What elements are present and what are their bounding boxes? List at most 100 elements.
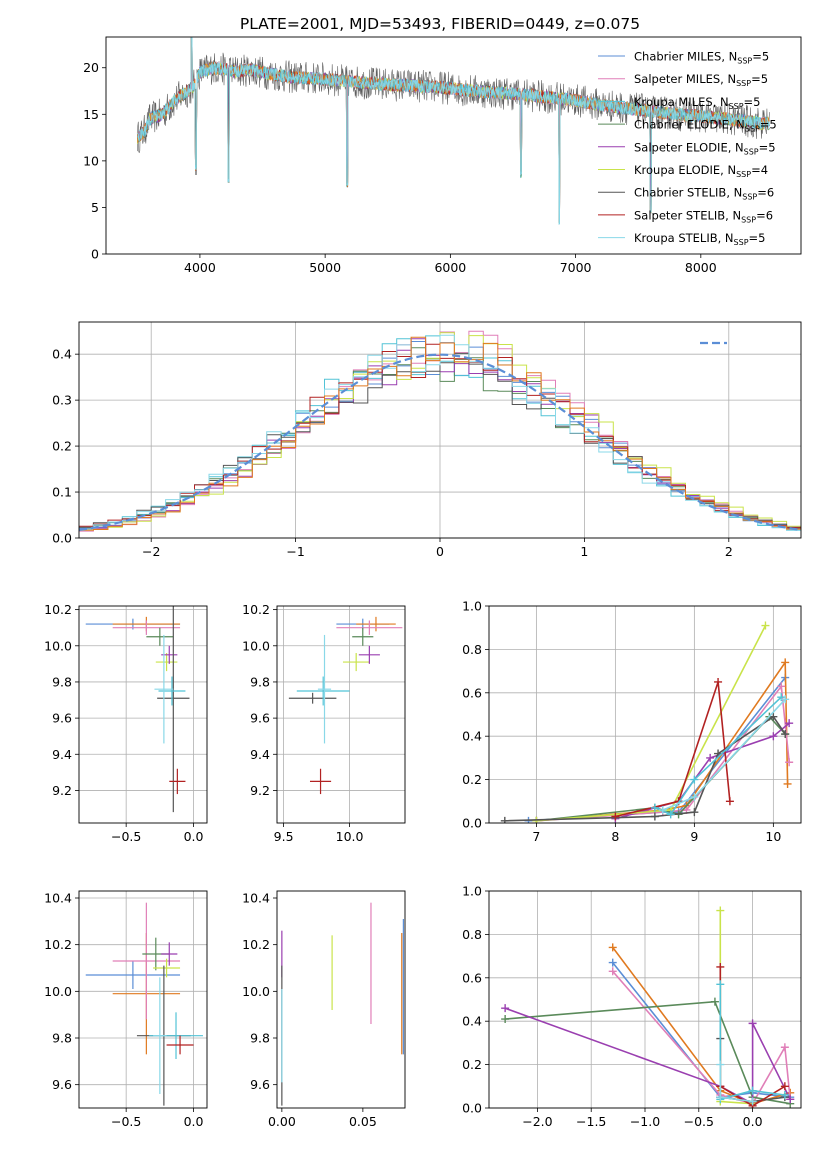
- mass_weight_vs_Z-line-5: [719, 910, 753, 1105]
- residual_histogram-ytick-label-3: 0.3: [52, 393, 72, 408]
- legend-label-tail: =5: [759, 140, 776, 154]
- mass_weight_vs_age-marker-4-2: [706, 753, 715, 762]
- mass_vs_ebv-plot-area: [281, 902, 404, 1106]
- age_vs_mass-ytick-label-2: 9.6: [250, 711, 270, 726]
- mass_weight_vs_Z-marker-4-4: [786, 1095, 795, 1104]
- mass_vs_ebv-xtick-label-0: 0.00: [268, 1114, 296, 1129]
- mass_vs_ebv-ytick-label-0: 9.6: [250, 1077, 270, 1092]
- mass_vs_ebv-ytick-label-4: 10.4: [242, 891, 270, 906]
- mass_vs_Z-ytick-label-0: 9.6: [52, 1077, 72, 1092]
- legend-label-main: Salpeter STELIB, N: [634, 208, 741, 222]
- mass_weight_vs_Z-marker-3-1: [710, 997, 719, 1006]
- mass_weight_vs_Z-marker-4-3: [748, 1019, 757, 1028]
- mass_weight_vs_age-marker-9-1: [690, 792, 699, 801]
- mass_weight_vs_Z-ytick-label-2: 0.4: [462, 1014, 482, 1029]
- spectrum-ytick-label-0: 0: [91, 247, 99, 262]
- legend-label-sub: SSP: [729, 102, 744, 111]
- spectrum-xtick-label-2: 6000: [434, 260, 466, 275]
- residual_histogram-xtick-label-0: −2: [142, 544, 160, 559]
- mass_weight_vs_age-marker-4-4: [785, 719, 794, 728]
- mass_weight_vs_age-marker-7-2: [714, 677, 723, 686]
- mass_weight_vs_Z-plot-area: [501, 906, 795, 1108]
- mass_weight_vs_Z-line-4: [504, 1007, 791, 1106]
- legend-label-main: Chabrier ELODIE, N: [634, 118, 745, 132]
- age_vs_mass-ytick-label-1: 9.4: [250, 747, 270, 762]
- spectrum-legend-label-0: Chabrier MILES, NSSP=5: [634, 50, 769, 66]
- spectrum-legend-label-7: Salpeter STELIB, NSSP=6: [634, 208, 773, 224]
- mass_weight_vs_Z-marker-8-0: [716, 980, 725, 989]
- mass_weight_vs_age-ytick-label-4: 0.8: [462, 642, 482, 657]
- legend-label-tail: =4: [751, 163, 768, 177]
- mass_weight_vs_age-marker-2-4: [785, 758, 794, 767]
- mass_weight_vs_Z-marker-8-3: [780, 1090, 789, 1099]
- age_vs_mass-xtick-label-1: 10.0: [336, 829, 364, 844]
- mass_vs_ebv-panel: 0.00 0.05 9.6 9.8 10.0 10.2 10.4: [242, 891, 406, 1129]
- mass_weight_vs_Z-marker-7-3: [780, 1082, 789, 1091]
- legend-label-tail: =5: [744, 95, 761, 109]
- age_vs_mass-ytick-label-0: 9.2: [250, 783, 270, 798]
- mass_weight_vs_Z-marker-9-2: [748, 1097, 757, 1106]
- mass_weight_vs_Z-xtick-label-0: −2.0: [522, 1114, 552, 1129]
- mass_weight_vs_Z-marker-9-1: [716, 1093, 725, 1102]
- mass_weight_vs_Z-xtick-label-1: −1.5: [576, 1114, 606, 1129]
- mass_weight_vs_age-marker-8-1: [666, 810, 675, 819]
- legend-label-tail: =5: [752, 50, 769, 64]
- legend-label-main: Chabrier MILES, N: [634, 50, 737, 64]
- histogram-step-kroupa_stelib: [79, 334, 801, 532]
- mass_vs_ebv-ytick-label-3: 10.2: [242, 937, 270, 952]
- mass_weight_vs_age-panel: 7 8 9 10 0.0 0.2 0.4 0.6 0.8 1.0: [462, 599, 802, 844]
- mass_weight_vs_Z-panel: −2.0 −1.5 −1.0 −0.5 0.0 0.0 0.2 0.4 0.6 0.8 1.0: [462, 884, 802, 1129]
- age_vs_mass-ytick-label-5: 10.2: [242, 602, 270, 617]
- mass_weight_vs_age-marker-5-0: [532, 816, 541, 823]
- residual_histogram-xtick-label-4: 2: [725, 544, 733, 559]
- spectrum-legend-label-1: Salpeter MILES, NSSP=5: [634, 72, 768, 88]
- spectrum-ytick-label-3: 15: [83, 107, 99, 122]
- residual_histogram-ytick-label-2: 0.2: [52, 439, 72, 454]
- residual_histogram-plot-area: [79, 330, 801, 532]
- mass_weight_vs_age-ytick-label-1: 0.2: [462, 772, 482, 787]
- legend-label-sub: SSP: [745, 125, 760, 134]
- residual_histogram-xtick-label-1: −1: [286, 544, 304, 559]
- mass_weight_vs_age-marker-9-2: [781, 695, 790, 704]
- age_vs_Z-ytick-label-3: 9.8: [52, 674, 72, 689]
- spectrum-xtick-label-4: 8000: [685, 260, 717, 275]
- normal-curve: [79, 353, 799, 531]
- age_vs_Z-ytick-label-2: 9.6: [52, 711, 72, 726]
- spectrum-xtick-label-3: 7000: [560, 260, 592, 275]
- mass_vs_Z-ytick-label-2: 10.0: [44, 984, 72, 999]
- mass_weight_vs_age-ytick-label-0: 0.0: [462, 816, 482, 831]
- mass_weight_vs_age-line-6: [504, 715, 786, 822]
- mass_vs_Z-ytick-label-4: 10.4: [44, 891, 72, 906]
- mass_weight_vs_age-line-7: [615, 681, 731, 818]
- mass_weight_vs_age-marker-2-3: [777, 682, 786, 691]
- mass_vs_Z-frame: [78, 890, 208, 1109]
- spectrum-frame: [105, 36, 802, 255]
- legend-label-main: Kroupa ELODIE, N: [634, 163, 736, 177]
- spectrum-plot-area: [136, 37, 770, 225]
- mass_weight_vs_Z-xtick-label-4: 0.0: [743, 1114, 763, 1129]
- figure-title: PLATE=2001, MJD=53493, FIBERID=0449, z=0…: [240, 15, 640, 33]
- legend-label-sub: SSP: [737, 57, 752, 66]
- mass_weight_vs_Z-marker-7-0: [716, 962, 725, 971]
- histogram-step-kroupa_elodie: [79, 332, 801, 531]
- mass_weight_vs_Z-marker-0-0: [608, 958, 617, 967]
- mass_weight_vs_age-marker-6-1: [650, 812, 659, 821]
- mass_weight_vs_Z-marker-3-0: [501, 1015, 510, 1024]
- mass_vs_Z-xtick-label-0: −0.5: [111, 1114, 141, 1129]
- spectrum-line-kroupa_stelib: [136, 37, 770, 225]
- legend-label-main: Salpeter ELODIE, N: [634, 140, 744, 154]
- mass_weight_vs_age-line-1: [536, 659, 789, 822]
- age_vs_Z-panel: −0.5 0.0 9.2 9.4 9.6 9.8 10.0 10.2: [44, 602, 208, 844]
- age_vs_mass-panel: 9.5 10.0 9.2 9.4 9.6 9.8 10.0 10.2: [242, 602, 406, 844]
- age_vs_mass-xtick-label-0: 9.5: [274, 829, 294, 844]
- age_vs_mass-ytick-label-4: 10.0: [242, 638, 270, 653]
- age_vs_Z-frame: [78, 605, 208, 824]
- legend-label-main: Salpeter MILES, N: [634, 72, 736, 86]
- mass_weight_vs_age-marker-6-2: [690, 808, 699, 817]
- age_vs_Z-xtick-label-1: 0.0: [184, 829, 204, 844]
- legend-label-tail: =5: [751, 72, 768, 86]
- mass_weight_vs_age-marker-5-2: [761, 621, 770, 630]
- mass_weight_vs_age-line-2: [536, 684, 790, 822]
- mass_weight_vs_age-ytick-label-2: 0.4: [462, 729, 482, 744]
